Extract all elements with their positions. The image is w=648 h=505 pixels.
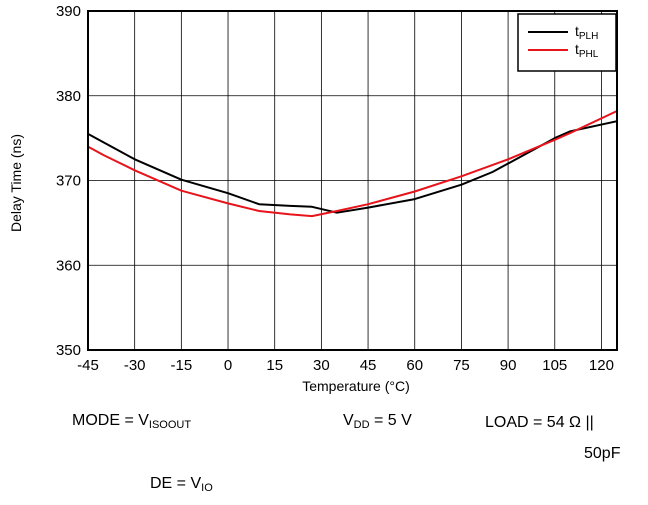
vdd-subscript: DD [353,419,370,431]
mode-prefix: MODE = V [72,412,149,429]
vdd-value: = 5 V [369,412,412,429]
y-tick-label-0: 350 [56,342,81,359]
x-axis-label: Temperature (°C) [302,378,410,394]
vdd-symbol: V [343,412,354,429]
load-condition: LOAD = 54 Ω || [485,414,594,431]
x-tick-labels: -45 -30 -15 0 15 30 45 60 75 90 105 120 [77,357,614,374]
y-tick-label-4: 390 [56,3,81,20]
delay-time-chart: 350 360 370 380 390 -45 -30 -15 0 15 30 45 60 75 90 10… [8,3,618,394]
x-tick-label-2: -15 [171,357,193,374]
series-line-tPLH [87,120,618,214]
x-tick-label-3: 0 [224,357,232,374]
x-tick-label-4: 15 [266,357,283,374]
de-prefix: DE = V [150,475,202,492]
legend-box [517,13,617,72]
x-tick-label-7: 60 [406,357,423,374]
series-group [87,110,618,218]
x-tick-label-0: -45 [77,357,99,374]
x-tick-label-10: 105 [542,357,567,374]
legend-label-tPHL: tPHL [575,41,599,60]
x-tick-label-11: 120 [589,357,614,374]
series-line-tPHL [87,110,618,218]
x-tick-label-1: -30 [124,357,146,374]
legend-label-tPLH: tPLH [575,23,598,42]
y-axis-label: Delay Time (ns) [8,134,24,232]
y-tick-label-2: 370 [56,173,81,190]
vdd-condition: VDD = 5 V [343,412,412,431]
x-tick-label-5: 30 [313,357,330,374]
load-capacitance: 50pF [584,445,621,462]
de-condition: DE = VIO [150,475,213,494]
x-tick-label-9: 90 [500,357,517,374]
de-subscript: IO [201,482,213,494]
plot-frame [87,10,618,351]
y-tick-label-3: 380 [56,88,81,105]
mode-condition: MODE = VISOOUT [72,412,191,431]
y-tick-label-1: 360 [56,257,81,274]
x-tick-label-8: 75 [453,357,470,374]
x-tick-label-6: 45 [360,357,377,374]
y-tick-labels: 350 360 370 380 390 [56,3,81,359]
mode-subscript: ISOOUT [148,419,192,431]
